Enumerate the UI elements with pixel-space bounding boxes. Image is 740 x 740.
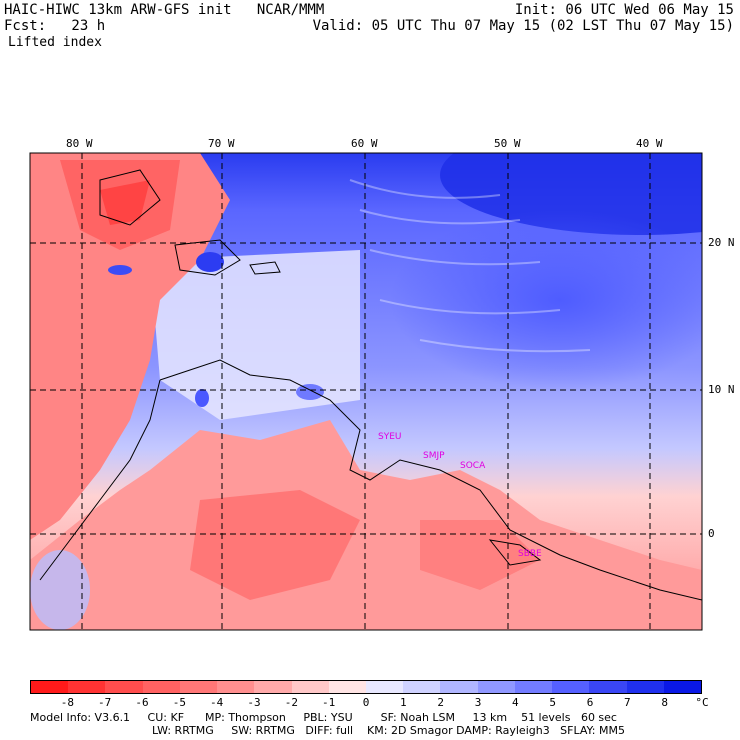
colorbar-tick-label: 1 [400, 696, 407, 709]
stable-region [390, 210, 702, 390]
colorbar-segment [663, 681, 701, 693]
colorbar-segment [477, 681, 515, 693]
lat-label: 20 N [708, 236, 735, 249]
colorbar [30, 680, 702, 694]
colorbar-tick-label: -6 [135, 696, 149, 709]
colorbar-unit: °C [695, 696, 709, 709]
colorbar-tick-label: -3 [247, 696, 261, 709]
colorbar-tick-label: 0 [362, 696, 370, 709]
field-name: Lifted index [8, 35, 102, 50]
colorbar-segment [68, 681, 106, 693]
colorbar-segment [365, 681, 404, 693]
plot-title: HAIC-HIWC 13km ARW-GFS init NCAR/MMM [4, 2, 325, 18]
colorbar-segment [31, 681, 69, 693]
colorbar-segment [291, 681, 329, 693]
init-time: Init: 06 UTC Wed 06 May 15 [514, 2, 734, 18]
colorbar-segment [217, 681, 255, 693]
colorbar-tick-label: -7 [98, 696, 112, 709]
station-label: SOCA [460, 461, 486, 471]
colorbar-tick-label: -1 [322, 696, 336, 709]
colorbar-tick-label: 2 [437, 696, 444, 709]
colorbar-tick-label: -2 [284, 696, 298, 709]
colorbar-segment [254, 681, 292, 693]
colorbar-tick-label: 5 [549, 696, 556, 709]
colorbar-segment [514, 681, 553, 693]
colorbar-tick-label: -4 [210, 696, 224, 709]
lat-label: 0 [708, 527, 715, 540]
colorbar-tick-label: 6 [586, 696, 594, 709]
lon-label: 50 W [494, 137, 521, 150]
map-frame [29, 152, 703, 631]
forecast-hour: Fcst: 23 h [4, 18, 106, 34]
station-label: SMJP [423, 451, 445, 461]
central-america-unstable [30, 153, 230, 540]
colorbar-tick-label: -5 [172, 696, 186, 709]
colorbar-tick-label: 4 [512, 696, 519, 709]
lon-label: 40 W [636, 137, 663, 150]
lon-label: 60 W [351, 137, 378, 150]
colorbar-segment [403, 681, 441, 693]
colorbar-tick-label: -8 [60, 696, 74, 709]
lat-lon-grid [30, 153, 702, 630]
colorbar-segment [179, 681, 218, 693]
station-label: SYEU [378, 432, 402, 442]
colorbar-segment [440, 681, 478, 693]
strong-stable-region [440, 153, 702, 235]
south-america-unstable [30, 420, 702, 630]
coastlines [39, 169, 702, 601]
colorbar-segment [328, 681, 366, 693]
cloud-streaks [349, 179, 591, 353]
colorbar-segment [552, 681, 590, 693]
lon-label: 80 W [66, 137, 93, 150]
colorbar-tick-label: 7 [624, 696, 631, 709]
station-label: SBBE [518, 549, 542, 559]
colorbar-segment [626, 681, 664, 693]
lat-label: 10 N [708, 383, 735, 396]
valid-time: Valid: 05 UTC Thu 07 May 15 (02 LST Thu … [312, 18, 734, 34]
colorbar-segment [142, 681, 180, 693]
model-physics: LW: RRTMG SW: RRTMG DIFF: full KM: 2D Sm… [152, 724, 625, 737]
colorbar-segment [105, 681, 143, 693]
colorbar-tick-label: 3 [474, 696, 482, 709]
lon-label: 70 W [208, 137, 235, 150]
caribbean-neutral [150, 250, 360, 420]
colorbar-segment [589, 681, 627, 693]
model-info: Model Info: V3.6.1 CU: KF MP: Thompson P… [30, 711, 617, 724]
colorbar-tick-label: 8 [661, 696, 668, 709]
